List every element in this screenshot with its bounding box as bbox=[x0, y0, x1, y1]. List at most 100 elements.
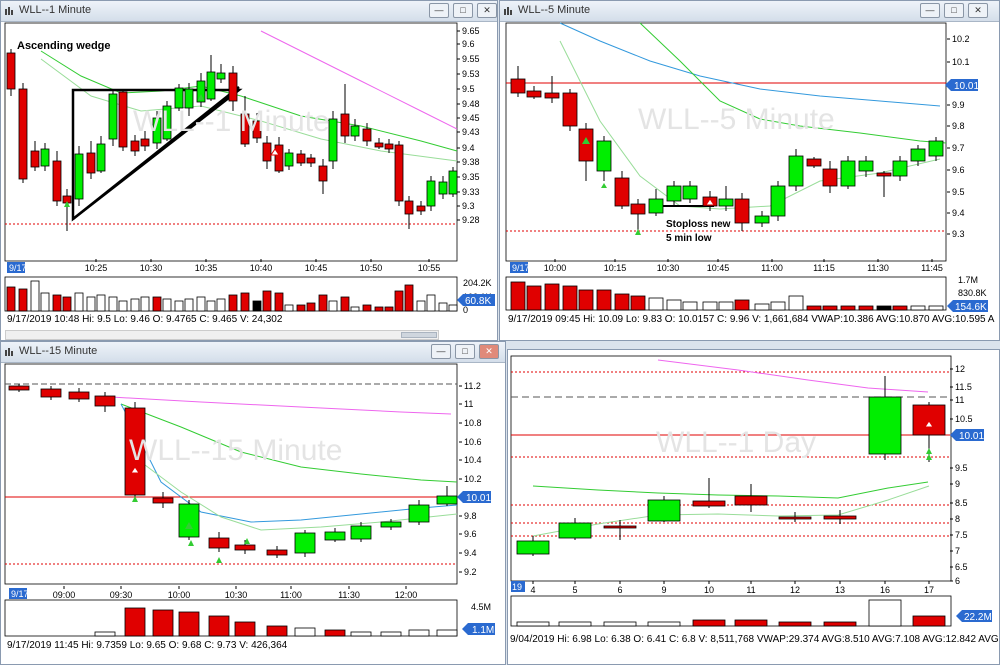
candle-body bbox=[18, 88, 28, 180]
candle-body bbox=[362, 128, 372, 142]
volume-bar bbox=[648, 297, 664, 311]
price-tick-label: 9.33 bbox=[462, 187, 480, 197]
volume-bar bbox=[910, 305, 926, 311]
candle-body bbox=[52, 160, 62, 202]
title-bar[interactable]: WLL--15 Minute — □ ✕ bbox=[1, 342, 505, 363]
volume-bar bbox=[324, 629, 346, 637]
volume-bar bbox=[40, 292, 50, 312]
volume-bar bbox=[928, 305, 944, 311]
minimize-button[interactable]: — bbox=[429, 3, 449, 18]
price-tick-label: 10.8 bbox=[464, 418, 482, 428]
candle-body bbox=[614, 177, 630, 207]
candle-body bbox=[806, 158, 822, 167]
chart-window-1-minute[interactable]: WLL--1 Minute — □ ✕ Ascending wedge WLL-… bbox=[0, 0, 498, 341]
candle-body bbox=[86, 152, 96, 174]
price-tick-label: 8.5 bbox=[955, 498, 968, 508]
volume-bar bbox=[778, 621, 812, 627]
close-button[interactable]: ✕ bbox=[968, 3, 988, 18]
horizontal-scrollbar[interactable] bbox=[5, 330, 439, 340]
price-tick-label: 11.5 bbox=[955, 382, 972, 392]
candle-body bbox=[108, 93, 118, 140]
price-badge bbox=[457, 491, 491, 503]
maximize-button[interactable]: □ bbox=[455, 344, 475, 359]
price-tick-label: 10.6 bbox=[464, 437, 482, 447]
chart-canvas[interactable]: Ascending wedge WLL--1 Minute 9.65 9.6 9.5… bbox=[1, 1, 498, 341]
volume-bar bbox=[692, 619, 726, 627]
volume-bar bbox=[216, 298, 226, 312]
chart-window-1-day[interactable]: WLL--1 Day 12 11.5 11 10.5 9.5 9 8.5 8 7.5 7 6.5 6 … bbox=[507, 349, 1000, 665]
volume-badge-text: 60.8K bbox=[465, 296, 491, 307]
candle-body bbox=[118, 91, 128, 148]
maximize-button[interactable]: □ bbox=[944, 3, 964, 18]
price-tick-label: 9.35 bbox=[462, 172, 480, 182]
time-tick-label: 11:00 bbox=[280, 590, 302, 600]
volume-bar bbox=[734, 299, 750, 311]
candle-body bbox=[324, 531, 346, 541]
candle-body bbox=[692, 500, 726, 507]
moving-average-green bbox=[532, 481, 929, 499]
close-button[interactable]: ✕ bbox=[479, 344, 499, 359]
price-tick-label: 9 bbox=[955, 479, 960, 489]
time-tick-label: 13 bbox=[835, 585, 845, 595]
volume-bar bbox=[130, 298, 140, 312]
candle-body bbox=[404, 200, 414, 215]
volume-bar bbox=[438, 302, 448, 312]
time-tick-label: 10:30 bbox=[225, 590, 248, 600]
title-bar[interactable]: WLL--1 Minute — □ ✕ bbox=[1, 1, 497, 22]
bar-info-text: 9/17/2019 11:45 Hi: 9.7359 Lo: 9.65 O: 9… bbox=[7, 640, 288, 651]
volume-bar bbox=[206, 300, 216, 312]
candle-body bbox=[910, 148, 926, 162]
candle-body bbox=[788, 155, 804, 187]
candle-body bbox=[682, 185, 698, 200]
chart-canvas[interactable]: WLL--1 Day 1211.51110.59.598.587.576.56 … bbox=[508, 350, 1000, 665]
date-tag-text: 19 bbox=[512, 582, 522, 592]
date-tag-text: 9/17 bbox=[11, 589, 29, 599]
chart-canvas[interactable]: WLL--15 Minute 11.2 11 10.8 10.6 10.4 10.2 9.8… bbox=[1, 342, 506, 665]
price-tick-label: 10.2 bbox=[952, 34, 970, 44]
candle-body bbox=[174, 87, 184, 109]
moving-average-lightgreen bbox=[559, 40, 941, 210]
sell-signal-marker bbox=[130, 466, 140, 474]
minimize-button[interactable]: — bbox=[431, 344, 451, 359]
volume-bar bbox=[240, 292, 250, 312]
volume-badge bbox=[462, 623, 495, 635]
scrollbar-thumb[interactable] bbox=[401, 332, 437, 338]
time-tick-label: 10:40 bbox=[250, 263, 273, 273]
chart-window-5-minute[interactable]: WLL--5 Minute — □ ✕ WLL--5 Minute Stoplo… bbox=[499, 0, 1000, 341]
price-tick-label: 11 bbox=[464, 399, 473, 409]
candle-body bbox=[822, 168, 838, 187]
sell-signal-marker bbox=[924, 420, 934, 428]
volume-bar bbox=[770, 301, 786, 311]
time-tick-label: 6 bbox=[617, 585, 622, 595]
time-tick-label: 09:30 bbox=[110, 590, 133, 600]
chart-window-15-minute[interactable]: WLL--15 Minute — □ ✕ WLL--15 Minute 11.2… bbox=[0, 341, 506, 665]
candle-body bbox=[94, 395, 116, 407]
window-title: WLL--5 Minute bbox=[518, 4, 591, 16]
buy-signal-marker bbox=[185, 522, 193, 529]
minimize-button[interactable]: — bbox=[920, 3, 940, 18]
volume-bar bbox=[404, 284, 414, 312]
maximize-button[interactable]: □ bbox=[453, 3, 473, 18]
price-tick-label: 8 bbox=[955, 514, 960, 524]
candle-body bbox=[30, 150, 40, 168]
close-button[interactable]: ✕ bbox=[477, 3, 497, 18]
volume-bar bbox=[96, 294, 106, 312]
candle-body bbox=[544, 92, 560, 99]
volume-bar bbox=[578, 289, 594, 311]
volume-bar bbox=[892, 305, 908, 311]
volume-bar bbox=[380, 631, 402, 637]
volume-bar bbox=[228, 294, 238, 312]
time-tick-label: 10:45 bbox=[707, 263, 730, 273]
volume-bar bbox=[702, 301, 718, 311]
moving-average-lightgreen bbox=[40, 58, 458, 162]
watermark: WLL--15 Minute bbox=[129, 434, 342, 467]
volume-bar bbox=[18, 288, 28, 312]
volume-bar bbox=[184, 298, 194, 312]
buy-signal-marker bbox=[926, 448, 932, 454]
candle-body bbox=[510, 78, 526, 94]
chart-canvas[interactable]: WLL--5 Minute Stoploss new 5 min low 10.… bbox=[500, 1, 1000, 341]
volume-bar bbox=[306, 302, 316, 312]
volume-bar bbox=[448, 304, 458, 312]
price-tick-label: 9.5 bbox=[462, 84, 475, 94]
title-bar[interactable]: WLL--5 Minute — □ ✕ bbox=[500, 1, 999, 22]
